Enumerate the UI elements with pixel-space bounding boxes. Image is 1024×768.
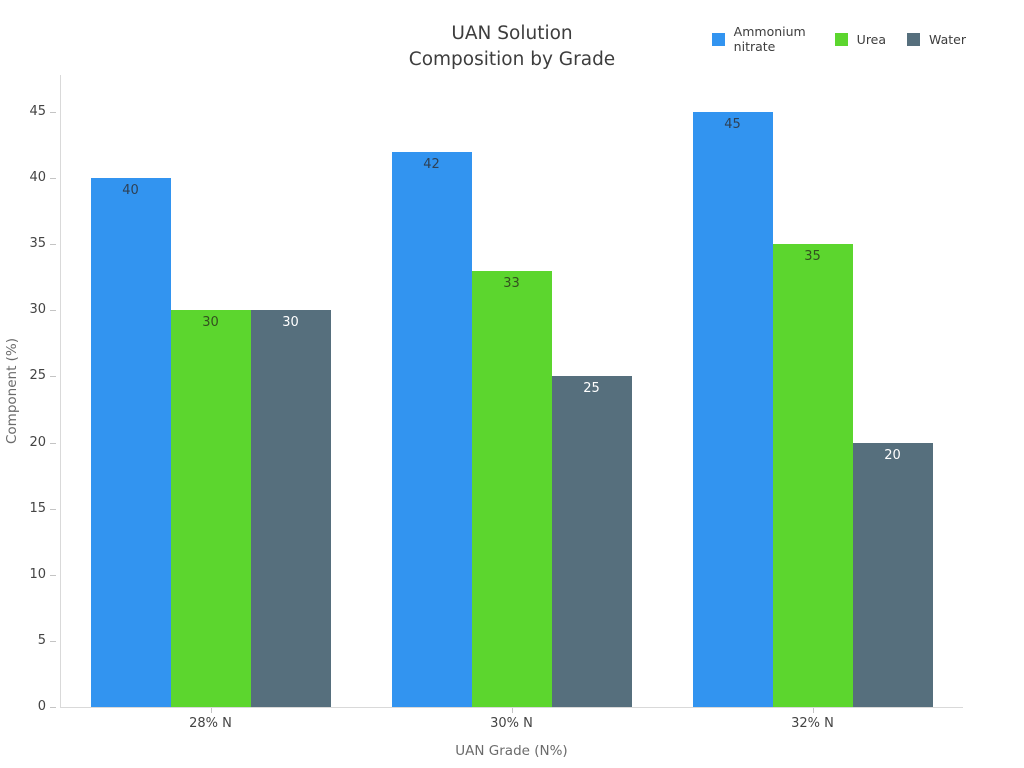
y-tick-mark <box>50 112 56 114</box>
chart-title-line2: Composition by Grade <box>408 49 616 70</box>
bar-value-label: 33 <box>503 275 520 291</box>
x-tick-label: 30% N <box>490 716 533 731</box>
x-tick-mark <box>210 708 212 713</box>
legend: Ammonium nitrate Urea Water <box>711 24 966 54</box>
x-tick-mark <box>812 708 814 713</box>
bar-ammonium-nitrate-28%N: 40 <box>90 178 171 707</box>
y-tick-mark <box>50 640 56 642</box>
bar-ammonium-nitrate-32%N: 45 <box>692 112 773 707</box>
y-tick-label: 40 <box>29 170 46 186</box>
y-tick-mark <box>50 442 56 444</box>
x-tick-label: 32% N <box>791 716 834 731</box>
x-axis-title: UAN Grade (N%) <box>455 743 568 759</box>
y-tick-mark <box>50 178 56 180</box>
y-tick-mark <box>50 508 56 510</box>
chart-title-line1: UAN Solution <box>451 23 573 44</box>
y-tick-mark <box>50 310 56 312</box>
bar-ammonium-nitrate-30%N: 42 <box>391 151 472 707</box>
y-tick-label: 15 <box>29 500 46 516</box>
y-axis-title: Component (%) <box>4 337 20 445</box>
bar-urea-30%N: 33 <box>471 270 552 707</box>
y-tick-label: 20 <box>29 434 46 450</box>
bar-value-label: 42 <box>423 156 440 172</box>
legend-item-water[interactable]: Water <box>907 32 966 47</box>
bar-value-label: 45 <box>724 117 741 133</box>
legend-item-urea[interactable]: Urea <box>834 31 887 47</box>
legend-label: Ammonium nitrate <box>733 24 806 54</box>
y-tick-mark <box>50 574 56 576</box>
legend-label: Urea <box>856 31 887 47</box>
y-tick-label: 35 <box>29 236 46 252</box>
y-tick-label: 5 <box>37 632 46 648</box>
bar-water-30%N: 25 <box>551 376 632 707</box>
bar-value-label: 35 <box>804 249 821 265</box>
bar-value-label: 40 <box>122 183 139 199</box>
legend-item-ammonium-nitrate[interactable]: Ammonium nitrate <box>711 24 814 54</box>
bar-value-label: 30 <box>282 315 299 331</box>
y-axis-line <box>60 75 61 707</box>
bar-water-32%N: 20 <box>852 442 933 707</box>
y-tick-mark <box>50 376 56 378</box>
y-tick-label: 25 <box>29 368 46 384</box>
bar-value-label: 30 <box>202 315 219 331</box>
y-tick-mark <box>50 244 56 246</box>
legend-swatch-icon <box>834 32 848 46</box>
y-tick-label: 10 <box>29 566 46 582</box>
x-tick-label: 28% N <box>189 716 232 731</box>
bar-urea-32%N: 35 <box>772 244 853 707</box>
y-tick-label: 45 <box>29 104 46 120</box>
chart-title: UAN Solution Composition by Grade <box>0 21 1024 73</box>
bar-value-label: 25 <box>583 381 600 397</box>
legend-swatch-icon <box>711 32 725 46</box>
y-tick-mark <box>50 707 56 708</box>
x-tick-mark <box>511 708 513 713</box>
bar-water-28%N: 30 <box>250 310 331 707</box>
x-axis-line <box>60 707 963 708</box>
legend-label: Water <box>929 31 966 47</box>
y-tick-label: 30 <box>29 302 46 318</box>
bar-value-label: 20 <box>884 447 901 463</box>
bar-urea-28%N: 30 <box>170 310 251 707</box>
y-tick-label: 0 <box>37 699 46 714</box>
legend-swatch-icon <box>907 32 921 46</box>
